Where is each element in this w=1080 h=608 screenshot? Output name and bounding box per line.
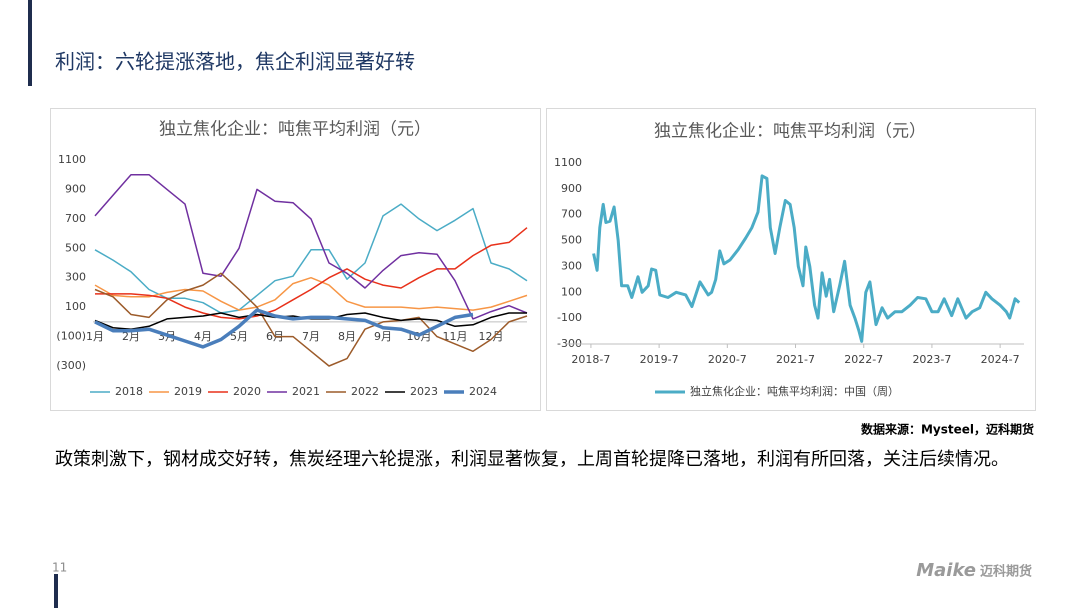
legend-label: 2023 <box>410 385 438 398</box>
legend-label: 2022 <box>351 385 379 398</box>
x-tick-label: 9月 <box>374 330 392 343</box>
accent-bar <box>28 0 32 86</box>
y-tick-label: 300 <box>65 271 86 284</box>
x-tick-label: 11月 <box>443 330 468 343</box>
y-tick-label: 100 <box>65 300 86 313</box>
y-tick-label: 700 <box>561 208 582 221</box>
y-tick-label: 900 <box>561 182 582 195</box>
x-tick-label: 2021-7 <box>776 353 815 366</box>
series-line <box>94 308 474 349</box>
body-text: 政策刺激下，钢材成交好转，焦炭经理六轮提涨，利润显著恢复，上周首轮提降已落地，利… <box>55 449 1009 470</box>
legend-label: 2019 <box>174 385 202 398</box>
x-tick-label: 2月 <box>122 330 140 343</box>
y-tick-label: 1100 <box>554 156 582 169</box>
legend-label: 2020 <box>233 385 261 398</box>
series-line <box>94 272 528 367</box>
chart-title: 独立焦化企业：吨焦平均利润（元） <box>159 120 431 140</box>
y-tick-label: 100 <box>561 285 582 298</box>
page-number: 11 <box>52 561 67 575</box>
x-tick-label: 2022-7 <box>844 353 883 366</box>
series-line <box>592 174 1021 343</box>
y-tick-label: (100) <box>56 330 86 343</box>
y-tick-label: 1100 <box>58 153 86 166</box>
x-tick-label: 4月 <box>194 330 212 343</box>
series-line <box>95 227 528 320</box>
y-tick-label: 900 <box>65 182 86 195</box>
logo-name: 迈科期货 <box>980 564 1032 580</box>
x-tick-label: 2024-7 <box>981 353 1020 366</box>
y-tick-label: -100 <box>557 311 582 324</box>
x-tick-label: 2018-7 <box>571 353 610 366</box>
x-tick-label: 2023-7 <box>912 353 951 366</box>
x-tick-label: 2019-7 <box>640 353 679 366</box>
source-note: 数据来源：Mysteel，迈科期货 <box>861 422 1034 437</box>
slide-title: 利润：六轮提涨落地，焦企利润显著好转 <box>55 50 415 74</box>
chart-title: 独立焦化企业：吨焦平均利润（元） <box>654 122 926 142</box>
x-tick-label: 7月 <box>302 330 320 343</box>
chart-frame <box>546 108 1036 411</box>
accent-bar <box>54 574 58 608</box>
x-tick-label: 8月 <box>338 330 356 343</box>
x-tick-label: 5月 <box>230 330 248 343</box>
x-tick-label: 1月 <box>86 330 104 343</box>
series-line <box>94 276 528 311</box>
y-tick-label: 700 <box>65 212 86 225</box>
y-tick-label: 500 <box>65 241 86 254</box>
legend-label: 2021 <box>292 385 320 398</box>
y-tick-label: (300) <box>56 359 86 372</box>
logo-brand: Maike <box>916 560 976 581</box>
series-line <box>94 173 528 320</box>
legend-label: 2024 <box>469 385 497 398</box>
legend-label: 2018 <box>115 385 143 398</box>
y-tick-label: 300 <box>561 259 582 272</box>
chart-frame <box>50 108 541 411</box>
legend-label: 独立焦化企业：吨焦平均利润：中国（周） <box>690 384 899 398</box>
y-tick-label: 500 <box>561 234 582 247</box>
x-tick-label: 2020-7 <box>708 353 747 366</box>
